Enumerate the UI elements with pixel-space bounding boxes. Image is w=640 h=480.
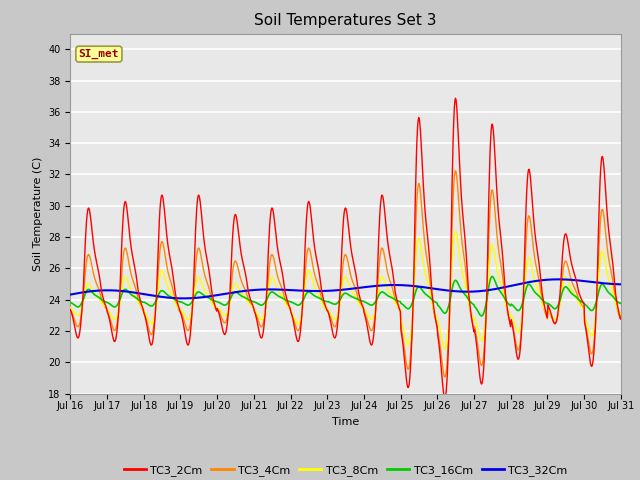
- Legend: TC3_2Cm, TC3_4Cm, TC3_8Cm, TC3_16Cm, TC3_32Cm: TC3_2Cm, TC3_4Cm, TC3_8Cm, TC3_16Cm, TC3…: [119, 460, 572, 480]
- Y-axis label: Soil Temperature (C): Soil Temperature (C): [33, 156, 43, 271]
- Text: SI_met: SI_met: [79, 49, 119, 59]
- X-axis label: Time: Time: [332, 417, 359, 427]
- Title: Soil Temperatures Set 3: Soil Temperatures Set 3: [254, 13, 437, 28]
